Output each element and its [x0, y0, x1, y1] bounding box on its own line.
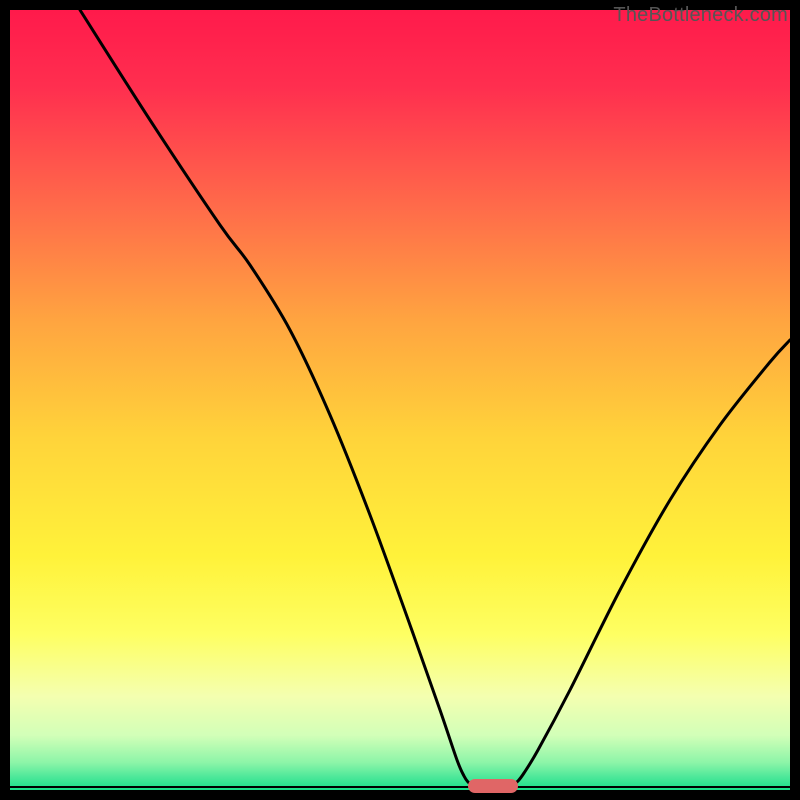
plot-area: TheBottleneck.com — [10, 10, 790, 790]
bottleneck-marker — [468, 779, 518, 793]
right-curve — [514, 340, 790, 784]
watermark-text: TheBottleneck.com — [613, 4, 788, 27]
left-curve — [80, 10, 471, 784]
curves-layer — [10, 10, 790, 790]
